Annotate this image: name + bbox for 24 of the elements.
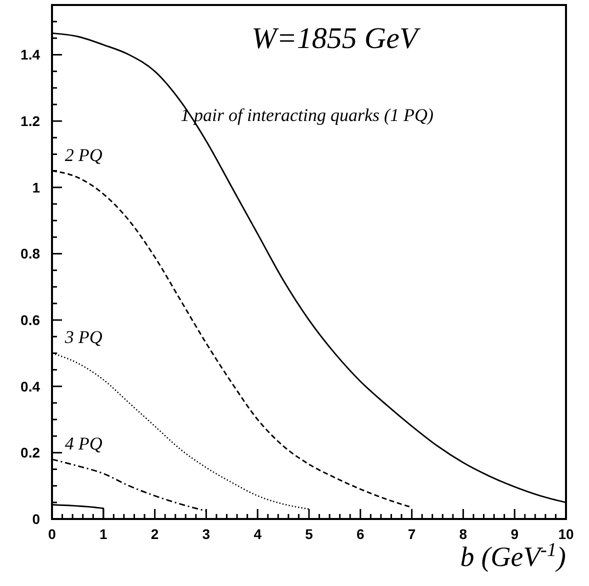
x-tick-label: 1 bbox=[100, 526, 108, 542]
x-tick-label: 2 bbox=[150, 526, 159, 542]
x-tick-label: 10 bbox=[558, 526, 574, 542]
x-tick-label: 3 bbox=[202, 526, 210, 542]
y-tick-label: 1 bbox=[32, 179, 40, 196]
x-tick-label: 8 bbox=[459, 526, 468, 542]
x-tick-label: 5 bbox=[305, 526, 314, 542]
y-tick-label: 1.4 bbox=[20, 46, 40, 63]
series-label: 2 PQ bbox=[64, 144, 102, 165]
x-tick-label: 0 bbox=[48, 526, 56, 542]
x-axis-title: b (GeV$^{-1}$) bbox=[460, 540, 566, 573]
x-tick-label: 6 bbox=[356, 526, 364, 542]
y-tick-label: 0.2 bbox=[20, 444, 40, 461]
y-tick-label: 0 bbox=[32, 511, 40, 527]
y-tick-label: 0.8 bbox=[20, 246, 40, 262]
x-tick-label: 9 bbox=[510, 526, 519, 542]
y-tick-label: 1.2 bbox=[20, 113, 40, 130]
y-tick-label: 0.6 bbox=[20, 312, 40, 328]
x-tick-label: 4 bbox=[254, 526, 262, 542]
text: W=1855 GeV bbox=[252, 22, 422, 55]
y-tick-label: 0.4 bbox=[20, 378, 40, 394]
series-label: 3 PQ bbox=[64, 327, 102, 348]
x-tick-label: 7 bbox=[408, 526, 416, 542]
series-label: 4 PQ bbox=[64, 433, 102, 454]
